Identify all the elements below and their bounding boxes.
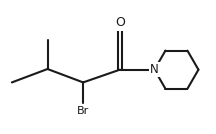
Text: Br: Br [77, 106, 89, 116]
Text: N: N [150, 63, 159, 76]
Text: O: O [115, 16, 125, 29]
